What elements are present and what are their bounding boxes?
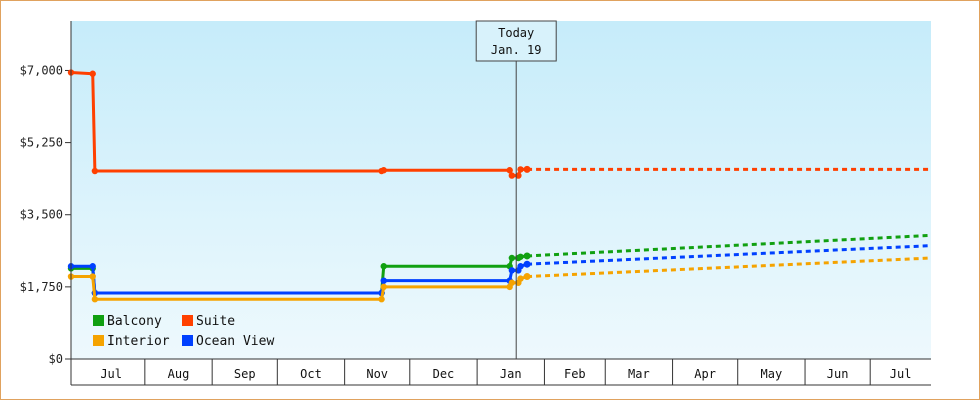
y-axis-ticks: $0 $1,750 $3,500 $5,250 $7,000 [20,63,71,366]
plot-background [71,21,931,359]
legend: Balcony Suite Interior Ocean View [93,314,274,349]
interior-point [89,273,96,280]
month-label: Jul [100,367,122,381]
month-label: May [761,367,783,381]
y-tick-label: $1,750 [20,280,63,294]
balcony-point [523,252,531,260]
today-box [475,20,557,62]
legend-swatch [93,315,104,326]
month-label: Oct [300,367,322,381]
suite-point [89,70,96,77]
balcony-point [517,253,524,260]
ocean-view-projection-line [526,244,932,266]
interior-point [91,296,99,303]
legend-swatch [182,315,193,326]
suite-point [380,167,387,174]
suite-point [91,167,99,175]
month-label: Sep [234,367,256,381]
suite-history-line [69,71,529,178]
interior-point [378,296,385,303]
month-label: Feb [564,367,586,381]
y-tick-label: $7,000 [20,63,63,77]
legend-swatch [93,335,104,346]
interior-point [380,283,387,291]
month-label: Nov [366,367,388,381]
suite-point [517,166,524,173]
ocean-view-point [517,263,524,270]
legend-label: Suite [196,314,235,329]
month-label: Jul [890,367,912,381]
month-label: Apr [694,367,716,381]
balcony-point [380,263,387,270]
today-label: Today [498,26,534,40]
month-label: Aug [168,367,190,381]
month-label: Jan [500,367,522,381]
month-label: Jun [827,367,849,381]
legend-label: Balcony [107,314,162,329]
suite-point [506,167,513,174]
month-label: Mar [628,367,650,381]
legend-label: Interior [107,334,170,349]
series-lines [67,69,932,303]
ocean-view-point [89,263,96,270]
suite-point [508,172,516,179]
interior-point [508,279,516,286]
y-tick-label: $0 [49,352,63,366]
month-label: Dec [433,367,455,381]
legend-label: Ocean View [196,334,274,349]
today-date: Jan. 19 [491,43,542,57]
balcony-point [508,254,516,262]
balcony-projection-line [526,233,932,258]
y-tick-label: $3,500 [20,208,63,222]
ocean-view-point [508,267,516,274]
ocean-view-point [380,277,387,284]
today-marker: Today Jan. 19 [475,20,557,359]
suite-point [515,172,522,179]
interior-point [517,275,524,282]
legend-swatch [182,335,193,346]
x-axis-months: Jul Aug Sep Oct Nov Dec Jan Feb Mar Apr May Jun Jul [71,358,931,386]
interior-projection-line [526,256,932,279]
y-tick-label: $5,250 [20,136,63,150]
